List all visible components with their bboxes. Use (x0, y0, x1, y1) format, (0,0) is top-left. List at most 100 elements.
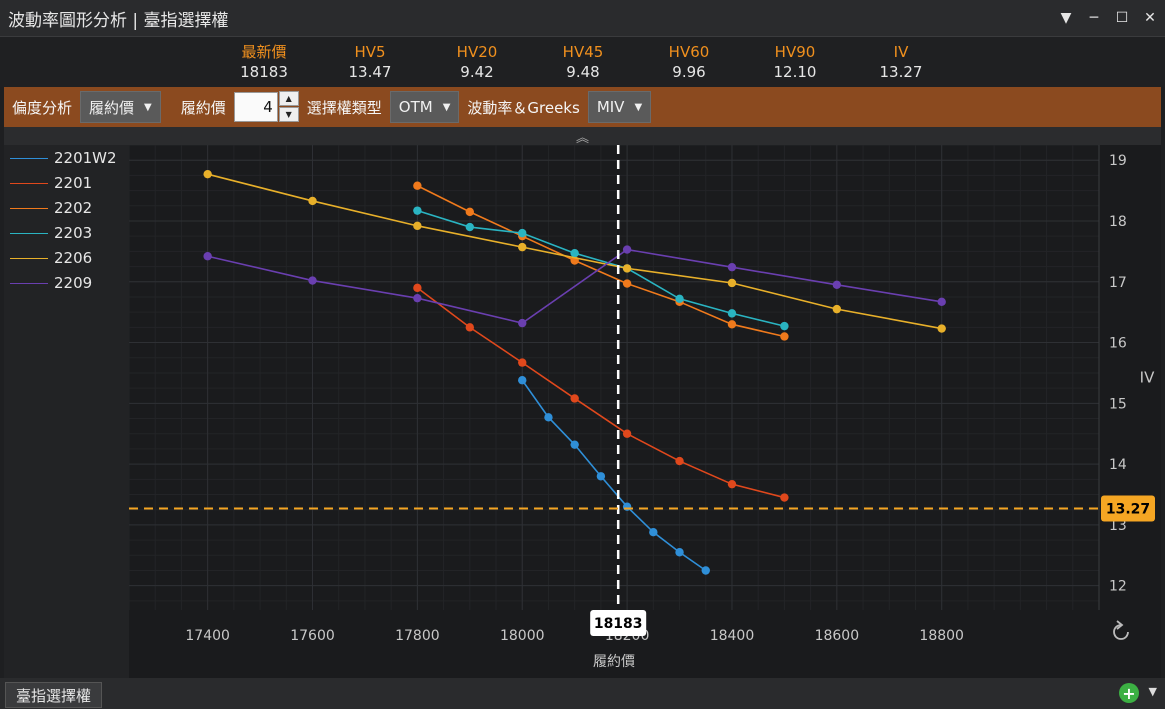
data-point[interactable] (570, 248, 579, 258)
minimize-icon[interactable]: ─ (1089, 10, 1099, 26)
bottom-bar: 臺指選擇權 + ▼ (0, 678, 1165, 709)
option-type-label: 選擇權類型 (306, 98, 382, 117)
data-point[interactable] (937, 297, 946, 307)
data-point[interactable] (203, 252, 212, 261)
x-axis-label: 履約價 (593, 653, 635, 670)
legend-item[interactable]: 2203 (10, 223, 92, 243)
data-point[interactable] (937, 324, 946, 333)
data-point[interactable] (518, 242, 527, 252)
data-point[interactable] (780, 493, 789, 502)
data-point[interactable] (727, 320, 737, 329)
data-point[interactable] (413, 293, 422, 303)
strike-input[interactable]: 4 (233, 92, 278, 122)
tab-taiex-options[interactable]: 臺指選擇權 (5, 682, 103, 708)
data-point[interactable] (675, 294, 684, 303)
data-point[interactable] (832, 280, 842, 290)
close-icon[interactable]: ✕ (1144, 10, 1156, 26)
data-point[interactable] (518, 228, 527, 238)
option-type-select[interactable]: OTM ▼ (389, 91, 460, 123)
data-point[interactable] (308, 276, 317, 285)
data-point[interactable] (832, 304, 842, 314)
legend-swatch (10, 157, 48, 159)
legend-item[interactable]: 2202 (10, 198, 92, 218)
chart-area[interactable]: 1740017600178001800018200184001860018800… (128, 144, 1161, 678)
title-bar: 波動率圖形分析 | 臺指選擇權 ▼ ─ ☐ ✕ (0, 0, 1165, 37)
y-tick-label: 15 (1109, 396, 1127, 412)
decrement-icon[interactable]: ▼ (278, 107, 299, 122)
dropdown-icon[interactable]: ▼ (1060, 10, 1072, 26)
stat-label: HV45 (562, 43, 604, 61)
stats-row: 最新價 18183 HV5 13.47 HV20 9.42 HV45 9.48 … (0, 37, 1165, 87)
x-tick-label: 18600 (815, 628, 860, 644)
data-point[interactable] (570, 440, 579, 449)
stat-value: 18183 (240, 63, 288, 81)
skew-select[interactable]: 履約價 ▼ (80, 91, 161, 123)
data-point[interactable] (413, 206, 422, 215)
add-icon[interactable]: + (1119, 683, 1139, 703)
vol-greeks-select[interactable]: MIV ▼ (587, 91, 652, 123)
strike-label: 履約價 (180, 98, 226, 117)
window-title: 波動率圖形分析 | 臺指選擇權 (8, 10, 229, 31)
legend-item[interactable]: 2206 (10, 248, 92, 268)
data-point[interactable] (413, 181, 422, 190)
data-point[interactable] (727, 278, 737, 288)
data-point[interactable] (701, 566, 710, 575)
stat-value: 12.10 (773, 63, 817, 81)
y-tick-label: 13 (1109, 518, 1127, 534)
data-point[interactable] (570, 394, 579, 403)
data-point[interactable] (727, 262, 737, 272)
data-point[interactable] (780, 332, 789, 341)
legend-item[interactable]: 2209 (10, 273, 92, 293)
data-point[interactable] (622, 502, 632, 511)
data-point[interactable] (518, 318, 527, 328)
data-point[interactable] (649, 527, 658, 537)
stat-iv: IV 13.27 (851, 43, 951, 82)
data-point[interactable] (727, 309, 737, 318)
data-point[interactable] (675, 548, 684, 557)
collapse-strip[interactable]: ︽ (4, 127, 1161, 146)
vol-greeks-label: 波動率＆Greeks (467, 98, 580, 117)
y-axis-label: IV (1140, 369, 1155, 387)
y-tick-label: 16 (1109, 336, 1127, 352)
data-point[interactable] (544, 413, 553, 422)
data-point[interactable] (203, 169, 212, 179)
data-point[interactable] (465, 207, 475, 217)
series-2209 (203, 245, 946, 328)
iv-skew-chart[interactable]: 1740017600178001800018200184001860018800… (128, 144, 1161, 678)
data-point[interactable] (308, 196, 317, 206)
maximize-icon[interactable]: ☐ (1115, 10, 1129, 26)
data-point[interactable] (518, 358, 527, 367)
y-tick-label: 19 (1109, 153, 1127, 169)
x-tick-label: 17400 (185, 628, 230, 644)
double-chevron-up-icon[interactable]: ︽ (576, 131, 590, 146)
data-point[interactable] (622, 264, 632, 273)
data-point[interactable] (518, 376, 527, 385)
data-point[interactable] (465, 222, 475, 232)
data-point[interactable] (622, 429, 632, 438)
legend-item[interactable]: 2201 (10, 173, 92, 193)
series-line (417, 209, 785, 327)
window-controls: ▼ ─ ☐ ✕ (1059, 0, 1157, 36)
y-tick-label: 12 (1109, 579, 1127, 595)
data-point[interactable] (465, 323, 475, 332)
data-point[interactable] (622, 245, 632, 254)
data-point[interactable] (622, 279, 632, 288)
y-tick-label: 18 (1109, 214, 1127, 230)
strike-stepper[interactable]: 4 ▲ ▼ (233, 91, 299, 123)
data-point[interactable] (780, 321, 789, 331)
stat-hv20: HV20 9.42 (427, 43, 527, 82)
increment-icon[interactable]: ▲ (278, 91, 299, 106)
data-point[interactable] (727, 479, 737, 489)
legend-label: 2202 (54, 199, 93, 217)
legend-swatch (10, 232, 48, 234)
data-point[interactable] (675, 456, 684, 466)
vol-greeks-value: MIV (596, 98, 625, 116)
chevron-down-icon[interactable]: ▼ (1148, 685, 1157, 698)
data-point[interactable] (596, 472, 606, 481)
chevron-down-icon: ▼ (442, 101, 451, 113)
legend-item[interactable]: 2201W2 (10, 148, 117, 168)
reset-zoom-icon[interactable] (1113, 620, 1129, 640)
data-point[interactable] (413, 221, 422, 231)
data-point[interactable] (413, 283, 422, 293)
series-line (207, 173, 942, 330)
